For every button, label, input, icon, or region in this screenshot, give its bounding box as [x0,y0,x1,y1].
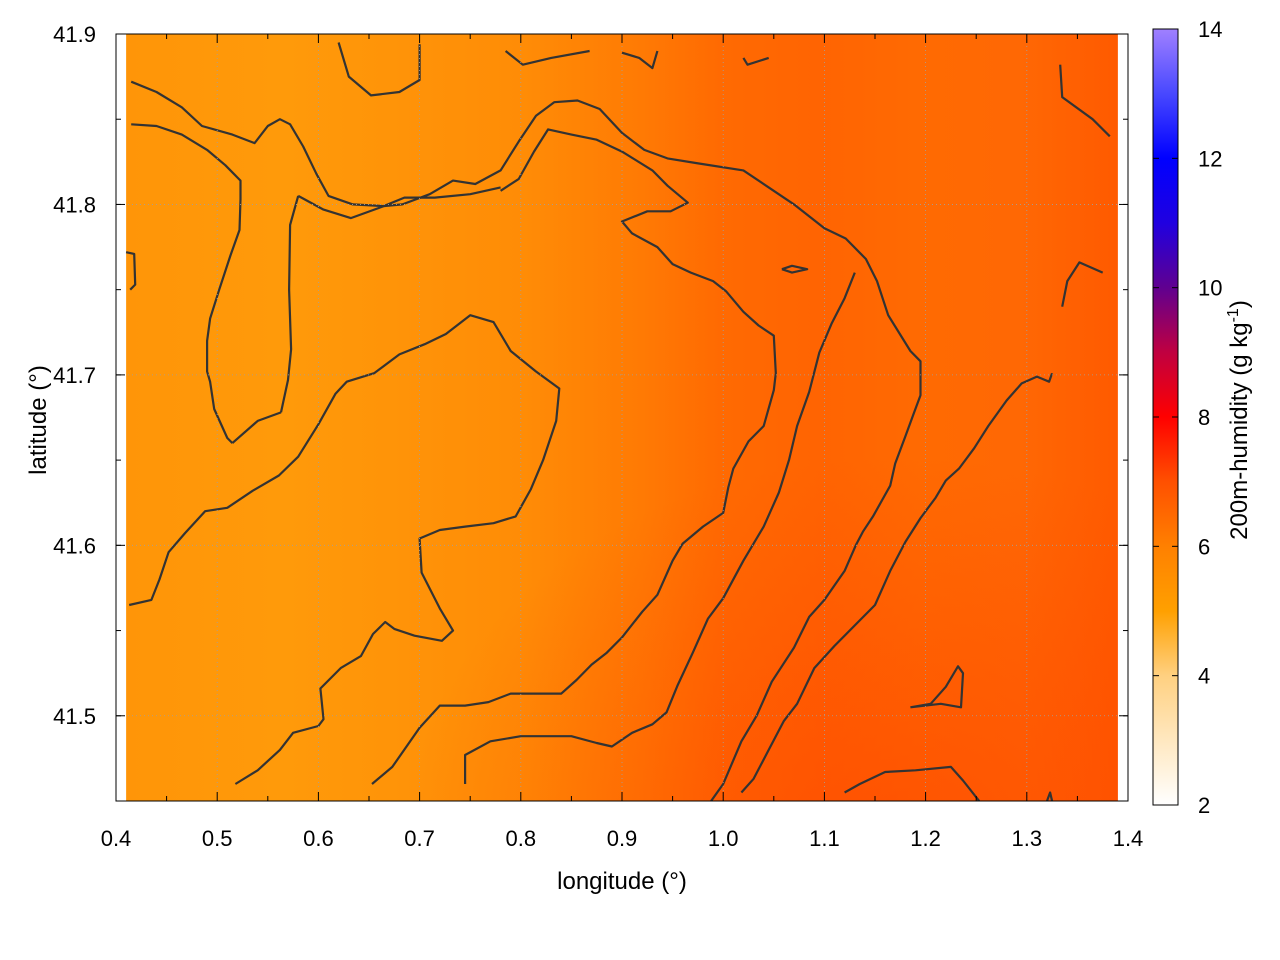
y-tick-label: 41.6 [53,533,96,558]
contour-line [1061,261,1104,307]
colorbar-title-exponent: -1 [1225,308,1242,322]
contour-line [844,765,981,801]
contour-line [371,128,777,785]
contour-line [621,50,659,70]
colorbar-title: 200m-humidity (g kg-1) [1225,300,1253,540]
contour-line [740,372,1054,794]
y-tick-labels: 41.5 41.6 41.7 41.8 41.9 [53,22,96,729]
y-tick-label: 41.8 [53,192,96,217]
x-tick-label: 0.5 [202,826,233,851]
x-tick-label: 0.8 [506,826,537,851]
contour-line [297,186,501,220]
x-tick-label: 1.4 [1113,826,1144,851]
colorbar-tick-label: 8 [1198,405,1210,430]
x-axis-title: longitude (°) [557,868,687,895]
colorbar: 2 4 6 8 10 12 14 [1152,17,1222,818]
colorbar-tick-label: 2 [1198,793,1210,818]
y-tick-label: 41.9 [53,22,96,47]
contour-line [910,665,965,709]
y-tick-label: 41.5 [53,704,96,729]
humidity-field [125,34,1118,801]
contour-line [742,56,770,66]
contour-line [131,123,242,444]
x-tick-label: 0.7 [404,826,435,851]
colorbar-tick-label: 14 [1198,17,1222,42]
x-tick-label: 1.2 [910,826,941,851]
colorbar-tick-label: 12 [1198,146,1222,171]
x-tick-label: 0.9 [607,826,638,851]
grid-lines [116,34,1128,801]
colorbar-tick-label: 4 [1198,664,1210,689]
plot-area [115,33,1129,802]
contour-line [130,80,922,801]
x-tick-label: 0.6 [303,826,334,851]
x-tick-label: 1.3 [1012,826,1043,851]
contour-line [128,314,561,785]
axis-ticks [115,33,1129,801]
contour-line [279,195,300,413]
y-tick-label: 41.7 [53,363,96,388]
humidity-field-hot-region [126,34,1118,801]
x-tick-label: 0.4 [101,826,132,851]
contours [125,42,1111,801]
contour-line [504,49,590,66]
colorbar-ticks: 2 4 6 8 10 12 14 [1153,17,1222,818]
contour-line [781,264,809,274]
colorbar-tick-label: 10 [1198,276,1222,301]
colorbar-tick-label: 6 [1198,534,1210,559]
x-tick-labels: 0.4 0.5 0.6 0.7 0.8 0.9 1.0 1.1 1.2 1.3 1.4 [101,826,1144,851]
contour-line [1045,791,1054,801]
contour-line [231,411,282,444]
contour-line [125,251,137,291]
x-tick-label: 1.1 [809,826,840,851]
colorbar-title-suffix: ) [1226,300,1253,308]
y-axis-title: latitude (°) [25,365,52,475]
contour-line [1059,64,1111,138]
x-tick-label: 1.0 [708,826,739,851]
colorbar-title-main: 200m-humidity (g kg [1226,322,1253,539]
contour-line [464,272,856,784]
